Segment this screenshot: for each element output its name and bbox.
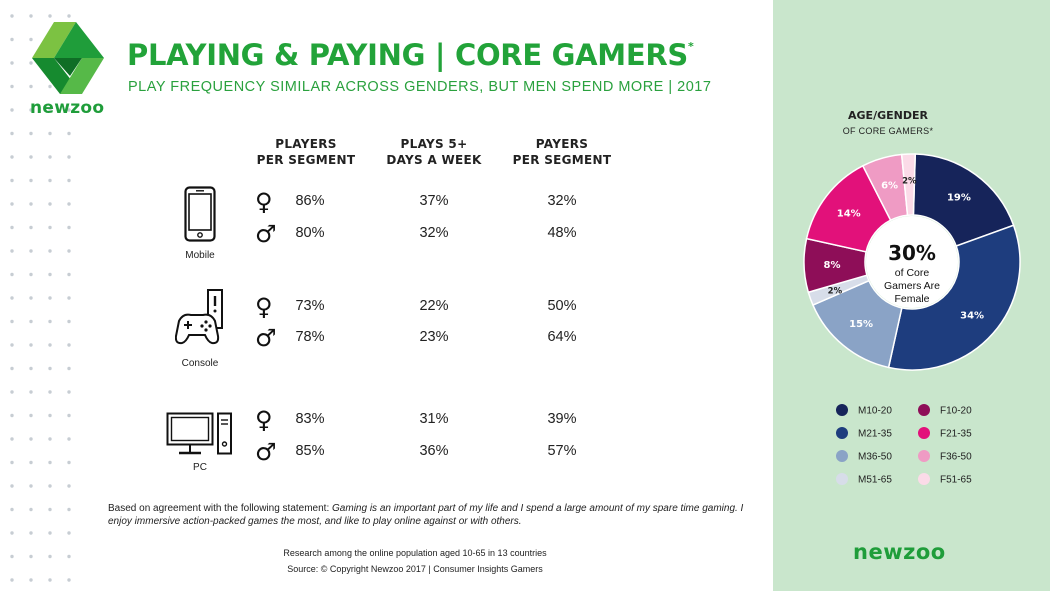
page-title: PLAYING & PAYING | CORE GAMERS* — [127, 38, 694, 72]
female-symbol-icon: ♀ — [255, 406, 273, 434]
slice-label-m36-50: 15% — [849, 319, 873, 330]
cell-pc-female-players: 83% — [295, 411, 325, 427]
cell-pc-female-payers: 39% — [547, 411, 577, 427]
source-note: Source: © Copyright Newzoo 2017 | Consum… — [287, 564, 543, 574]
center-text-line: Female — [894, 293, 929, 305]
slice-label-f21-35: 14% — [837, 209, 861, 220]
legend-swatch — [918, 473, 930, 485]
cell-pc-male-payers: 57% — [547, 443, 577, 459]
platform-label-pc: PC — [193, 462, 207, 473]
female-symbol-icon: ♀ — [255, 188, 273, 216]
cell-pc-male-players: 85% — [295, 443, 325, 459]
legend-item-m51-65: M51-65 — [836, 473, 892, 486]
column-header-payers: PAYERS PER SEGMENT — [512, 137, 612, 167]
legend-item-f10-20: F10-20 — [918, 404, 972, 417]
legend-swatch — [836, 450, 848, 462]
slice-m21-35 — [887, 224, 1021, 371]
slice-label-f10-20: 8% — [824, 260, 841, 271]
legend-label: F10-20 — [940, 405, 972, 417]
slice-label-f36-50: 6% — [881, 181, 898, 192]
legend-label: M10-20 — [858, 405, 892, 417]
legend-swatch — [836, 427, 848, 439]
column-header-players: PLAYERS PER SEGMENT — [256, 137, 356, 167]
legend-item-f36-50: F36-50 — [918, 450, 972, 463]
legend-swatch — [918, 404, 930, 416]
cell-mobile-male-plays: 32% — [419, 225, 449, 241]
slice-m10-20 — [912, 153, 1015, 247]
center-value: 30% — [888, 241, 936, 265]
slice-label-m10-20: 19% — [947, 193, 971, 204]
newzoo-logo-icon — [32, 22, 104, 94]
legend-label: F36-50 — [940, 451, 972, 463]
cell-console-male-payers: 64% — [547, 329, 577, 345]
dot-pattern — [10, 14, 71, 582]
research-note: Research among the online population age… — [283, 548, 547, 558]
female-symbol-icon: ♀ — [255, 293, 273, 321]
cell-console-male-players: 78% — [295, 329, 325, 345]
cell-pc-female-plays: 31% — [419, 411, 449, 427]
legend-label: F51-65 — [940, 474, 972, 486]
legend-label: F21-35 — [940, 428, 972, 440]
cell-console-female-plays: 22% — [419, 298, 449, 314]
column-header-plays: PLAYS 5+ DAYS A WEEK — [386, 137, 482, 167]
cell-mobile-female-plays: 37% — [419, 193, 449, 209]
pc-monitor-icon — [166, 412, 232, 455]
center-text-line: of Core — [895, 267, 930, 279]
cell-mobile-female-players: 86% — [295, 193, 325, 209]
legend-item-m10-20: M10-20 — [836, 404, 892, 417]
legend-item-m21-35: M21-35 — [836, 427, 892, 440]
slice-label-m21-35: 34% — [960, 310, 984, 321]
platform-label-console: Console — [181, 358, 219, 369]
console-gamepad-icon — [175, 289, 223, 345]
legend-item-f51-65: F51-65 — [918, 473, 972, 486]
logo-wordmark: newzoo — [30, 98, 105, 118]
slice-f51-65 — [900, 153, 917, 217]
cell-pc-male-plays: 36% — [419, 443, 449, 459]
legend-swatch — [836, 473, 848, 485]
legend-item-m36-50: M36-50 — [836, 450, 892, 463]
page-subtitle: PLAY FREQUENCY SIMILAR ACROSS GENDERS, B… — [128, 79, 712, 95]
legend-item-f21-35: F21-35 — [918, 427, 972, 440]
cell-console-male-plays: 23% — [419, 329, 449, 345]
platform-label-mobile: Mobile — [185, 250, 215, 261]
male-symbol-icon: ♂ — [255, 324, 277, 352]
legend-swatch — [918, 450, 930, 462]
legend-swatch — [836, 404, 848, 416]
cell-console-female-players: 73% — [295, 298, 325, 314]
mobile-phone-icon — [184, 186, 216, 242]
slice-label-m51-65: 2% — [828, 286, 843, 296]
legend-label: M51-65 — [858, 474, 892, 486]
methodology-note: Based on agreement with the following st… — [108, 503, 744, 527]
legend-swatch — [918, 427, 930, 439]
footer-logo: newzoo — [853, 540, 946, 564]
center-text-line: Gamers Are — [884, 280, 940, 292]
cell-mobile-male-payers: 48% — [547, 225, 577, 241]
cell-mobile-male-players: 80% — [295, 225, 325, 241]
legend-label: M36-50 — [858, 451, 892, 463]
male-symbol-icon: ♂ — [255, 438, 277, 466]
cell-mobile-female-payers: 32% — [547, 193, 577, 209]
slice-label-f51-65: 2% — [902, 177, 917, 187]
legend-label: M21-35 — [858, 428, 892, 440]
cell-console-female-payers: 50% — [547, 298, 577, 314]
male-symbol-icon: ♂ — [255, 220, 277, 248]
chart-title: AGE/GENDER — [848, 109, 928, 122]
chart-subtitle: OF CORE GAMERS* — [842, 126, 934, 136]
